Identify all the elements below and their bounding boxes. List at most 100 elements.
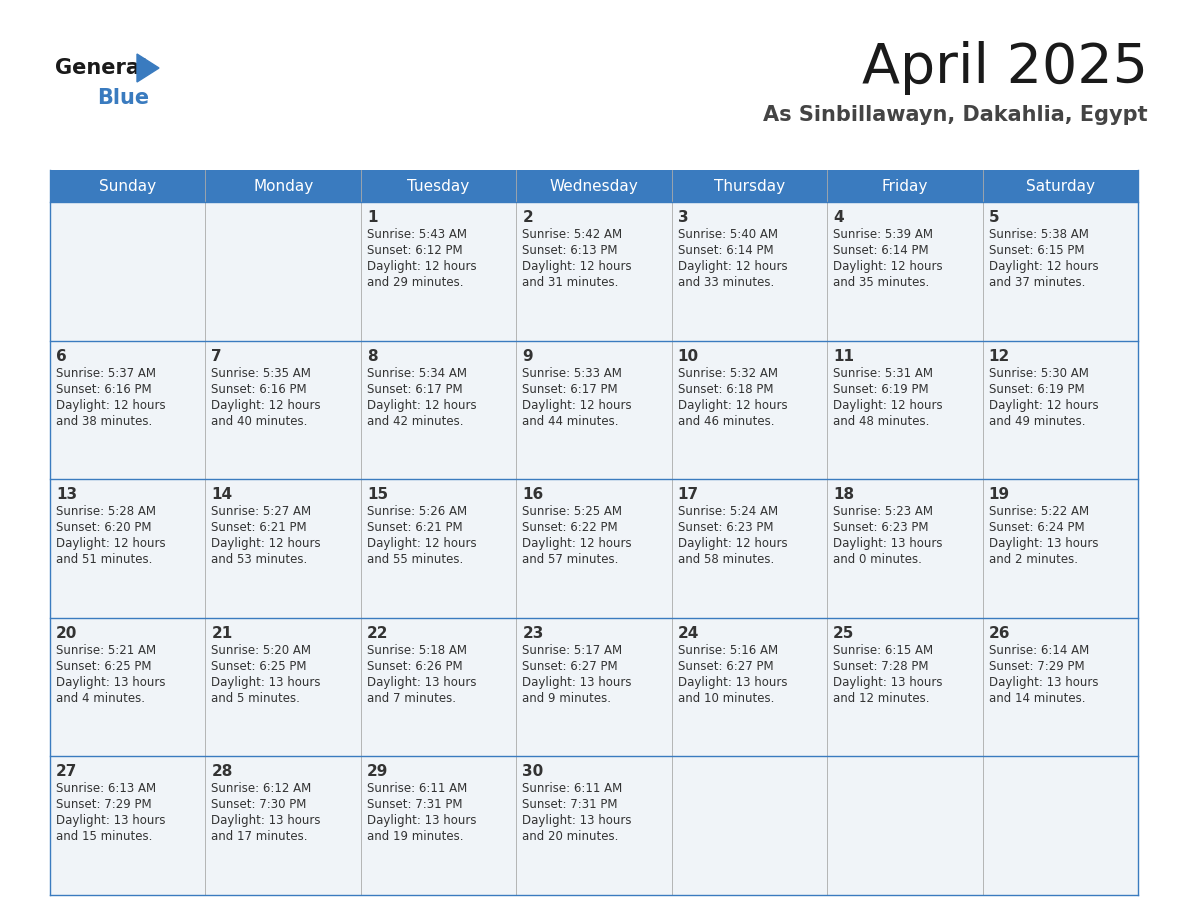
Text: Sunrise: 6:15 AM: Sunrise: 6:15 AM (833, 644, 934, 656)
Text: 9: 9 (523, 349, 533, 364)
Text: Daylight: 13 hours: Daylight: 13 hours (211, 676, 321, 688)
Text: Daylight: 12 hours: Daylight: 12 hours (367, 537, 476, 550)
Text: and 35 minutes.: and 35 minutes. (833, 276, 929, 289)
Text: Sunset: 6:24 PM: Sunset: 6:24 PM (988, 521, 1085, 534)
Text: and 57 minutes.: and 57 minutes. (523, 554, 619, 566)
Text: Sunset: 6:26 PM: Sunset: 6:26 PM (367, 660, 462, 673)
Text: 6: 6 (56, 349, 67, 364)
Text: Sunrise: 6:11 AM: Sunrise: 6:11 AM (523, 782, 623, 795)
Text: Daylight: 12 hours: Daylight: 12 hours (56, 398, 165, 411)
Text: Sunset: 6:16 PM: Sunset: 6:16 PM (56, 383, 152, 396)
Text: Sunrise: 6:14 AM: Sunrise: 6:14 AM (988, 644, 1089, 656)
Text: Daylight: 13 hours: Daylight: 13 hours (988, 676, 1098, 688)
Text: Daylight: 12 hours: Daylight: 12 hours (833, 260, 943, 273)
Text: 27: 27 (56, 765, 77, 779)
Text: Sunset: 6:22 PM: Sunset: 6:22 PM (523, 521, 618, 534)
Text: Sunrise: 6:13 AM: Sunrise: 6:13 AM (56, 782, 156, 795)
Text: Sunrise: 5:22 AM: Sunrise: 5:22 AM (988, 505, 1088, 518)
Text: Friday: Friday (881, 178, 928, 194)
Text: 24: 24 (677, 626, 699, 641)
Text: 26: 26 (988, 626, 1010, 641)
Text: Daylight: 12 hours: Daylight: 12 hours (211, 537, 321, 550)
Text: April 2025: April 2025 (862, 41, 1148, 95)
Bar (50, 341, 1138, 479)
Text: and 37 minutes.: and 37 minutes. (988, 276, 1085, 289)
Text: 30: 30 (523, 765, 544, 779)
Text: Sunset: 6:19 PM: Sunset: 6:19 PM (833, 383, 929, 396)
Text: and 4 minutes.: and 4 minutes. (56, 692, 145, 705)
Text: Daylight: 12 hours: Daylight: 12 hours (367, 260, 476, 273)
Text: 28: 28 (211, 765, 233, 779)
Text: Daylight: 12 hours: Daylight: 12 hours (523, 260, 632, 273)
Text: and 2 minutes.: and 2 minutes. (988, 554, 1078, 566)
Text: Daylight: 12 hours: Daylight: 12 hours (367, 398, 476, 411)
Text: Sunset: 6:23 PM: Sunset: 6:23 PM (677, 521, 773, 534)
Text: Sunrise: 5:20 AM: Sunrise: 5:20 AM (211, 644, 311, 656)
Bar (50, 618, 1138, 756)
Text: Sunrise: 6:12 AM: Sunrise: 6:12 AM (211, 782, 311, 795)
Text: Sunrise: 5:43 AM: Sunrise: 5:43 AM (367, 228, 467, 241)
Text: Thursday: Thursday (714, 178, 785, 194)
Text: 21: 21 (211, 626, 233, 641)
Text: Daylight: 12 hours: Daylight: 12 hours (211, 398, 321, 411)
Polygon shape (137, 54, 159, 82)
Text: and 46 minutes.: and 46 minutes. (677, 415, 775, 428)
Text: 4: 4 (833, 210, 843, 225)
Text: 15: 15 (367, 487, 388, 502)
Text: 13: 13 (56, 487, 77, 502)
Text: Daylight: 12 hours: Daylight: 12 hours (523, 537, 632, 550)
Text: Daylight: 13 hours: Daylight: 13 hours (988, 537, 1098, 550)
Text: and 19 minutes.: and 19 minutes. (367, 831, 463, 844)
Text: and 7 minutes.: and 7 minutes. (367, 692, 456, 705)
Text: Sunrise: 5:39 AM: Sunrise: 5:39 AM (833, 228, 933, 241)
Text: 2: 2 (523, 210, 533, 225)
Text: Daylight: 12 hours: Daylight: 12 hours (677, 537, 788, 550)
Text: Tuesday: Tuesday (407, 178, 469, 194)
Text: Daylight: 13 hours: Daylight: 13 hours (56, 676, 165, 688)
Text: Sunrise: 5:30 AM: Sunrise: 5:30 AM (988, 366, 1088, 380)
Text: Daylight: 13 hours: Daylight: 13 hours (523, 676, 632, 688)
Text: Sunrise: 6:11 AM: Sunrise: 6:11 AM (367, 782, 467, 795)
Text: and 12 minutes.: and 12 minutes. (833, 692, 930, 705)
Text: and 10 minutes.: and 10 minutes. (677, 692, 775, 705)
Text: Wednesday: Wednesday (550, 178, 638, 194)
Text: and 5 minutes.: and 5 minutes. (211, 692, 301, 705)
Text: and 33 minutes.: and 33 minutes. (677, 276, 773, 289)
Bar (50, 202, 1138, 341)
Text: Daylight: 13 hours: Daylight: 13 hours (367, 814, 476, 827)
Text: Sunset: 6:20 PM: Sunset: 6:20 PM (56, 521, 152, 534)
Text: Daylight: 13 hours: Daylight: 13 hours (367, 676, 476, 688)
Text: Sunset: 6:21 PM: Sunset: 6:21 PM (211, 521, 307, 534)
Text: Daylight: 12 hours: Daylight: 12 hours (677, 398, 788, 411)
Text: Sunrise: 5:24 AM: Sunrise: 5:24 AM (677, 505, 778, 518)
Text: and 53 minutes.: and 53 minutes. (211, 554, 308, 566)
Text: Sunset: 6:19 PM: Sunset: 6:19 PM (988, 383, 1085, 396)
Text: Sunset: 7:29 PM: Sunset: 7:29 PM (56, 799, 152, 812)
Text: and 44 minutes.: and 44 minutes. (523, 415, 619, 428)
Text: Sunset: 7:31 PM: Sunset: 7:31 PM (367, 799, 462, 812)
Text: 22: 22 (367, 626, 388, 641)
Text: Sunrise: 5:23 AM: Sunrise: 5:23 AM (833, 505, 933, 518)
Text: and 15 minutes.: and 15 minutes. (56, 831, 152, 844)
Text: Sunset: 6:14 PM: Sunset: 6:14 PM (677, 244, 773, 257)
Bar (50, 756, 1138, 895)
Text: General: General (55, 58, 147, 78)
Text: Sunrise: 5:31 AM: Sunrise: 5:31 AM (833, 366, 933, 380)
Text: 19: 19 (988, 487, 1010, 502)
Text: Sunset: 6:15 PM: Sunset: 6:15 PM (988, 244, 1085, 257)
Text: and 29 minutes.: and 29 minutes. (367, 276, 463, 289)
Text: 16: 16 (523, 487, 544, 502)
Text: Daylight: 13 hours: Daylight: 13 hours (211, 814, 321, 827)
Text: Sunrise: 5:28 AM: Sunrise: 5:28 AM (56, 505, 156, 518)
Text: 20: 20 (56, 626, 77, 641)
Text: and 17 minutes.: and 17 minutes. (211, 831, 308, 844)
Text: 5: 5 (988, 210, 999, 225)
Text: Sunset: 7:30 PM: Sunset: 7:30 PM (211, 799, 307, 812)
Text: and 58 minutes.: and 58 minutes. (677, 554, 773, 566)
Text: Sunrise: 5:26 AM: Sunrise: 5:26 AM (367, 505, 467, 518)
Bar (50, 479, 1138, 618)
Text: 14: 14 (211, 487, 233, 502)
Text: and 42 minutes.: and 42 minutes. (367, 415, 463, 428)
Text: 10: 10 (677, 349, 699, 364)
Text: 7: 7 (211, 349, 222, 364)
